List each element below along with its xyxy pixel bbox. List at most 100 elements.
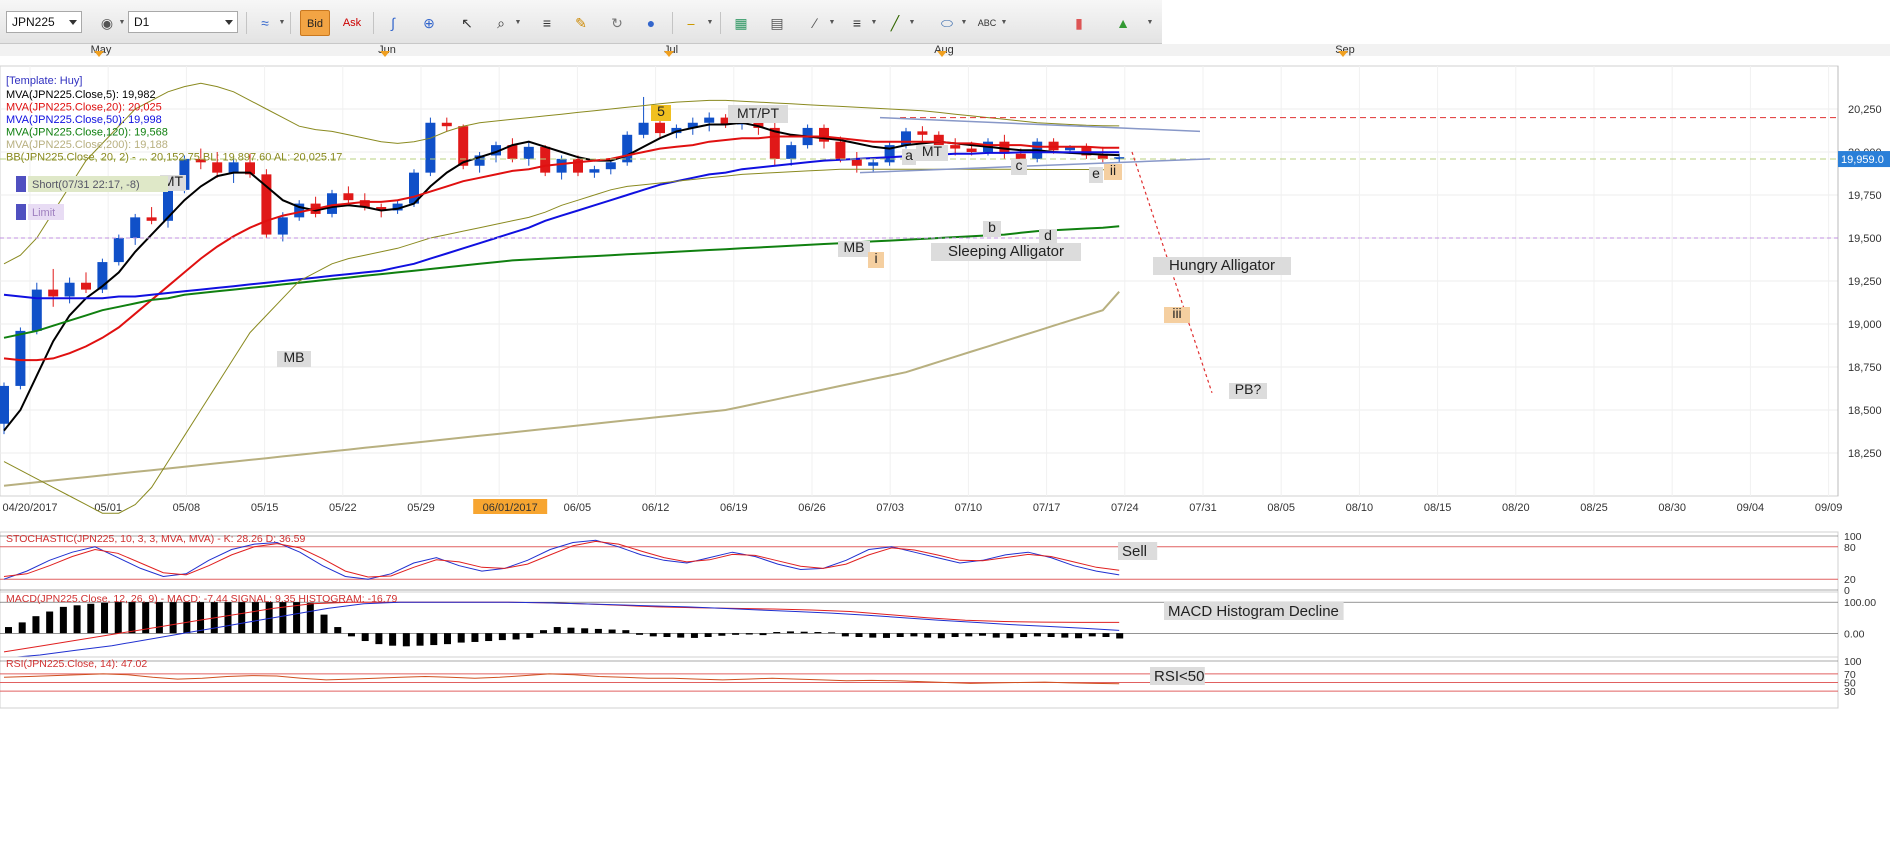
ask-button[interactable]: Ask — [342, 17, 362, 29]
chevron-down-icon[interactable]: ▼ — [706, 19, 714, 26]
chevron-down-icon[interactable]: ▼ — [278, 19, 286, 26]
pencil-line-icon[interactable]: ╱ — [890, 15, 900, 31]
x-tick-label: 06/12 — [642, 502, 670, 514]
x-tick-label: 09/09 — [1815, 502, 1843, 514]
annotation-box — [1164, 307, 1190, 323]
order-short-bg — [28, 176, 168, 192]
macd-histogram-bar — [485, 633, 493, 642]
candle-body — [769, 127, 780, 159]
annotation-mt: MT — [163, 173, 184, 189]
panel-annotation: MACD Histogram Decline — [1168, 603, 1339, 620]
bid-button[interactable]: Bid — [300, 10, 330, 36]
macd-histogram-bar — [745, 633, 753, 635]
macd-histogram-bar — [443, 633, 451, 645]
month-axis-bg — [0, 44, 1890, 56]
macd-histogram-bar — [1047, 633, 1055, 637]
cursor-icon[interactable]: ↖ — [461, 15, 473, 31]
macd-panel[interactable]: 100.00 0.00 MACD(JPN225.Close, 12, 26, 9) … — [0, 591, 1876, 660]
candle-body — [458, 126, 469, 166]
price-panel[interactable]: 20,25020,00019,75019,50019,25019,00018,7… — [0, 65, 1890, 514]
ellipse-icon[interactable]: ⬭ — [941, 15, 953, 31]
candle-body — [868, 162, 879, 166]
macd-histogram-bar — [375, 633, 383, 645]
candle-body — [1081, 146, 1092, 156]
macd-histogram-bar — [979, 633, 987, 636]
binoculars-icon[interactable]: ◉ — [100, 15, 114, 31]
panel-y-tick: 0.00 — [1844, 628, 1865, 640]
macd-histogram-bar — [937, 633, 945, 639]
layout-icon[interactable]: ▤ — [770, 15, 784, 31]
panel-y-tick: 30 — [1844, 686, 1856, 698]
candle-body — [720, 117, 731, 125]
annotation-i: i — [874, 250, 877, 266]
month-marker-icon — [380, 51, 390, 57]
annotation-sleeping-alligator: Sleeping Alligator — [948, 243, 1064, 260]
eraser-icon[interactable]: ▮ — [1075, 15, 1083, 31]
x-tick-label: 05/15 — [251, 502, 279, 514]
annotation-box — [651, 105, 671, 121]
annotation-mb: MB — [284, 349, 305, 365]
candle-body — [786, 145, 797, 159]
candle-body — [687, 122, 698, 128]
ruler-icon[interactable]: ⎯ — [687, 15, 695, 31]
legend-line: MVA(JPN225.Close,5): 19,982 — [6, 89, 156, 101]
month-marker-icon — [1338, 51, 1348, 57]
candle-body — [15, 330, 26, 386]
symbol-select[interactable]: JPN225 — [6, 11, 82, 33]
chevron-down-icon[interactable]: ▼ — [960, 19, 968, 26]
chevron-down-icon[interactable]: ▼ — [118, 19, 126, 26]
trend-lines-icon[interactable]: ∕ — [813, 15, 817, 31]
month-axis: May Jun Jul Aug Sep — [0, 44, 1890, 57]
macd-histogram-bar — [251, 602, 259, 634]
chevron-down-icon[interactable]: ▼ — [908, 19, 916, 26]
chevron-down-icon[interactable]: ▼ — [870, 19, 878, 26]
drawing-template-icon[interactable]: ✎ — [575, 15, 587, 31]
candle-body — [113, 238, 124, 263]
globe-icon[interactable]: ● — [646, 15, 656, 31]
zoom-icon[interactable]: ⌕ — [497, 15, 505, 31]
x-tick-label: 06/26 — [798, 502, 826, 514]
candle-body — [81, 282, 91, 290]
picture-icon[interactable]: ▦ — [734, 15, 748, 31]
macd-histogram-bar — [992, 633, 1000, 638]
crosshair-icon[interactable]: ⊕ — [423, 15, 435, 31]
candle-body — [359, 200, 370, 208]
annotation-ii: ii — [1110, 162, 1116, 178]
chart-type-icon[interactable]: ≈ — [261, 15, 269, 31]
chevron-down-icon[interactable]: ▼ — [828, 19, 836, 26]
macd-histogram-bar — [471, 633, 479, 642]
chevron-down-icon[interactable]: ▼ — [514, 19, 522, 26]
x-tick-label: 07/31 — [1189, 502, 1217, 514]
abc-text-icon[interactable]: ABC — [977, 18, 997, 28]
month-marker-icon — [937, 51, 947, 57]
panel-y-tick: 100.00 — [1844, 597, 1876, 609]
panel-y-tick: 0 — [1844, 585, 1850, 597]
candle-body — [474, 155, 485, 166]
macd-histogram-bar — [389, 633, 397, 646]
panel-y-tick: 50 — [1844, 678, 1856, 690]
macd-histogram-bar — [169, 602, 177, 634]
macd-histogram-bar — [402, 633, 410, 647]
macd-histogram-bar — [718, 633, 726, 636]
fibonacci-icon[interactable]: ≡ — [852, 15, 862, 31]
symbol-value: JPN225 — [12, 15, 55, 29]
panel-series-k — [3, 539, 1120, 580]
indicators-icon[interactable]: ∫ — [391, 15, 395, 31]
chevron-down-icon[interactable]: ▼ — [1146, 19, 1154, 26]
network-icon[interactable]: ▲ — [1116, 15, 1130, 31]
candle-body — [589, 169, 600, 173]
x-tick-label: 08/30 — [1658, 502, 1686, 514]
chevron-down-icon[interactable]: ▼ — [1000, 19, 1008, 26]
refresh-icon[interactable]: ↻ — [611, 15, 623, 31]
legend-line: MVA(JPN225.Close,50): 19,998 — [6, 114, 162, 126]
series-line-bb-upper — [3, 82, 1120, 265]
text-tool-icon[interactable]: ≡ — [542, 15, 552, 31]
candle-body — [573, 158, 583, 173]
macd-histogram-bar — [279, 602, 287, 634]
annotation-mb: MB — [844, 239, 865, 255]
timeframe-select[interactable]: D1 — [128, 11, 238, 33]
macd-histogram-bar — [677, 633, 685, 638]
